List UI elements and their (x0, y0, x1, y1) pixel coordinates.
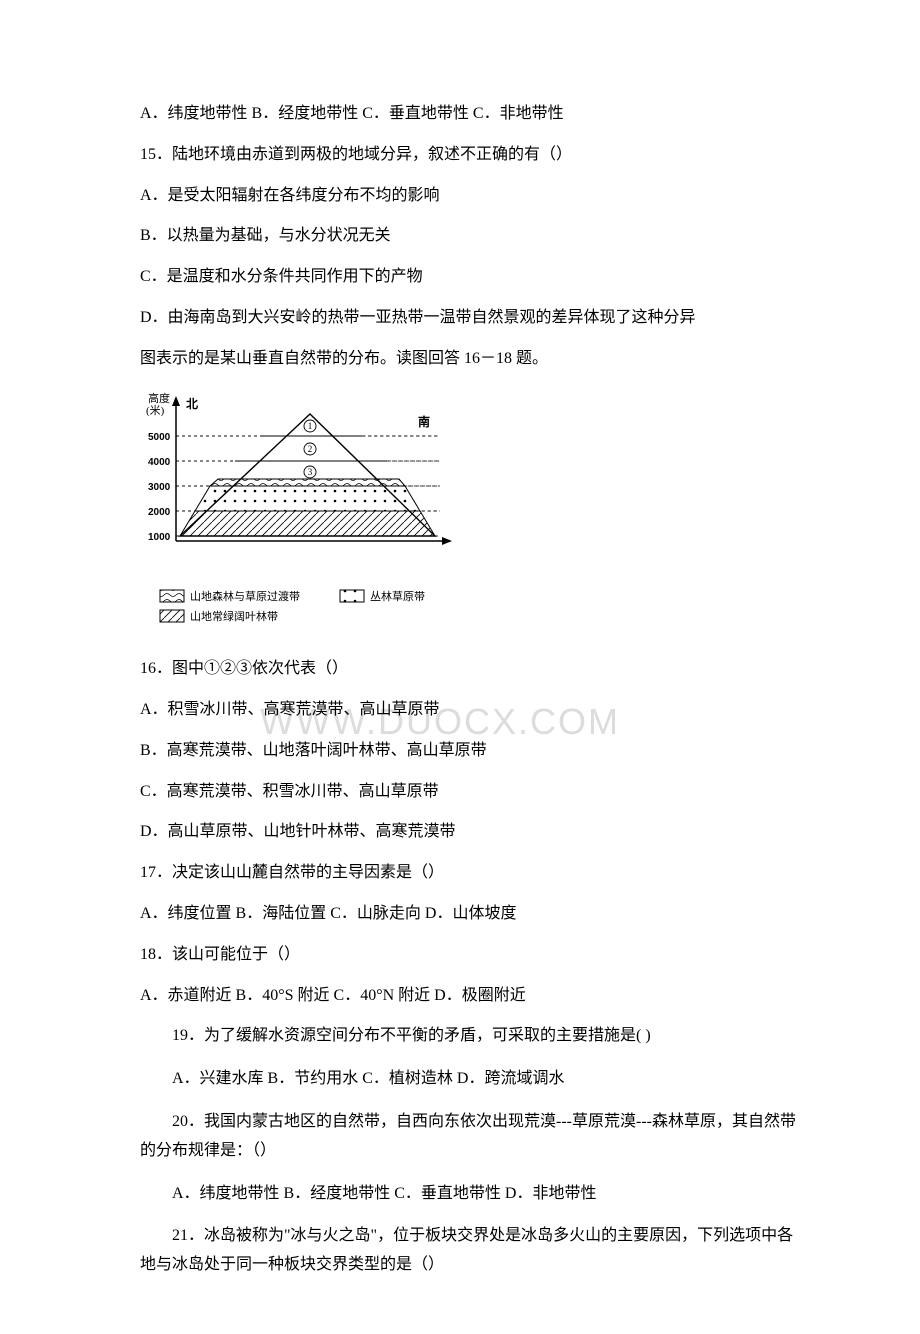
q16-d: D．高山草原带、山地针叶林带、高寒荒漠带 (140, 818, 800, 847)
svg-text:5000: 5000 (148, 432, 171, 443)
q17-stem: 17．决定该山山麓自然带的主导因素是（） (140, 859, 800, 888)
figure-intro: 图表示的是某山垂直自然带的分布。读图回答 16－18 题。 (140, 345, 800, 374)
svg-text:4000: 4000 (148, 457, 171, 468)
q15-b: B．以热量为基础，与水分状况无关 (140, 222, 800, 251)
q15-d: D．由海南岛到大兴安岭的热带一亚热带一温带自然景观的差异体现了这种分异 (140, 304, 800, 333)
q16-c: C．高寒荒漠带、积雪冰川带、高山草原带 (140, 778, 800, 807)
svg-text:2000: 2000 (148, 507, 171, 518)
q18-opts: A．赤道附近 B．40°S 附近 C．40°N 附近 D．极圈附近 (140, 982, 800, 1011)
svg-text:2: 2 (308, 444, 313, 454)
svg-text:1000: 1000 (148, 532, 171, 543)
q15-c: C．是温度和水分条件共同作用下的产物 (140, 263, 800, 292)
svg-text:3: 3 (308, 467, 313, 477)
q16-a-text: A．积雪冰川带、高寒荒漠带、高山草原带 (140, 701, 440, 718)
mountain-chart: 高度(米) 北南 1000 2000 3000 4000 5000 1 2 3 山地森林与草原过渡… (140, 386, 800, 646)
q20-stem: 20．我国内蒙古地区的自然带，自西向东依次出现荒漠---草原荒漠---森林草原，… (140, 1108, 800, 1166)
q16-b: B．高寒荒漠带、山地落叶阔叶林带、高山草原带 (140, 737, 800, 766)
q19-stem: 19．为了缓解水资源空间分布不平衡的矛盾，可采取的主要措施是( ) (140, 1022, 800, 1051)
q19-opts: A．兴建水库 B．节约用水 C．植树造林 D．跨流域调水 (140, 1065, 800, 1094)
svg-text:1: 1 (308, 421, 313, 431)
q17-opts: A．纬度位置 B．海陆位置 C．山脉走向 D．山体坡度 (140, 900, 800, 929)
svg-text:3000: 3000 (148, 482, 171, 493)
svg-text:北: 北 (186, 396, 198, 411)
svg-text:丛林草原带: 丛林草原带 (370, 589, 425, 603)
svg-text:山地常绿阔叶林带: 山地常绿阔叶林带 (190, 609, 278, 623)
q16-a: WWW.DUOCX.COM A．积雪冰川带、高寒荒漠带、高山草原带 (140, 696, 800, 725)
q18-stem: 18．该山可能位于（） (140, 941, 800, 970)
svg-text:南: 南 (418, 414, 430, 429)
svg-text:山地森林与草原过渡带: 山地森林与草原过渡带 (190, 589, 300, 603)
q15-stem: 15．陆地环境由赤道到两极的地域分异，叙述不正确的有（） (140, 141, 800, 170)
svg-text:(米): (米) (146, 404, 165, 417)
q14-options: A．纬度地带性 B．经度地带性 C．垂直地带性 C．非地带性 (140, 100, 800, 129)
q21-stem: 21．冰岛被称为"冰与火之岛"，位于板块交界处是冰岛多火山的主要原因，下列选项中… (140, 1222, 800, 1280)
q15-a: A．是受太阳辐射在各纬度分布不均的影响 (140, 182, 800, 211)
svg-text:高度: 高度 (148, 391, 170, 405)
q20-opts: A．纬度地带性 B．经度地带性 C．垂直地带性 D．非地带性 (140, 1180, 800, 1209)
q16-stem: 16．图中①②③依次代表（） (140, 655, 800, 684)
